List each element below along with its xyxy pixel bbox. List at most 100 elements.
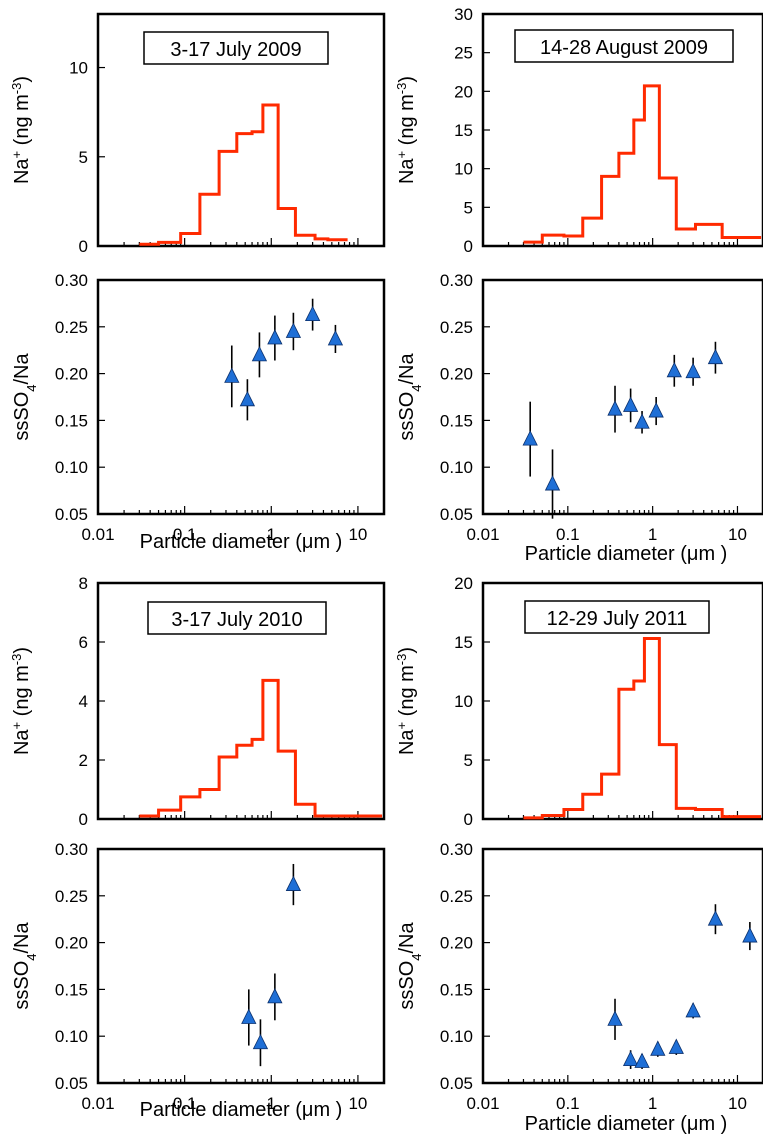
y-axis-label-part: + [9, 722, 24, 730]
y-tick-label: 15 [454, 121, 473, 140]
y-axis-label: ssSO4/Na [396, 352, 424, 440]
data-point-triangle [685, 1002, 701, 1018]
y-axis-label-part: 4 [409, 384, 424, 391]
y-tick-label: 0.05 [55, 505, 88, 524]
y-tick-label: 0.15 [55, 411, 88, 430]
y-axis-label-part: ) [396, 647, 418, 654]
y-axis-label-part: (ng m [396, 665, 418, 722]
data-point-triangle [285, 322, 302, 338]
y-axis-label: Na+ (ng m-3) [9, 76, 34, 184]
y-tick-label: 0.25 [440, 887, 473, 906]
y-tick-label: 5 [464, 751, 473, 770]
x-tick-label: 0.01 [466, 1094, 499, 1113]
y-tick-label: 0.05 [440, 505, 473, 524]
y-tick-label: 0.20 [55, 934, 88, 953]
y-tick-label: 0.30 [55, 271, 88, 290]
y-axis-label-part: -3 [394, 83, 409, 95]
size-distribution-step-line [523, 636, 762, 820]
y-axis-label-part: ) [396, 76, 418, 83]
y-tick-label: 0.05 [55, 1074, 88, 1093]
y-axis-label-part: (ng m [11, 94, 33, 151]
data-point-triangle [707, 348, 724, 365]
y-axis-label-part: Na [396, 729, 418, 755]
data-point-triangle [622, 1050, 639, 1066]
panel-5: 0 2 4 6 8 Na+ (ng m-3) 3-17 July 2010 [9, 574, 386, 829]
data-point-triangle [327, 330, 344, 346]
x-axis-label: Particle diameter (μm ) [525, 543, 728, 565]
y-axis-label: Na+ (ng m-3) [9, 647, 34, 755]
y-tick-label: 5 [464, 198, 473, 217]
y-tick-label: 0.15 [440, 411, 473, 430]
panel-4: 0.05 0.10 0.15 0.20 0.25 0.30 ssSO4/Na 0.01 0.1 1… [396, 271, 763, 565]
y-tick-label: 10 [454, 692, 473, 711]
y-tick-label: 0.20 [440, 934, 473, 953]
y-tick-label: 0 [79, 237, 88, 256]
x-tick-label: 0.01 [81, 525, 114, 544]
y-axis-label-part: Na [396, 158, 418, 184]
x-axis-label: Particle diameter (μm ) [140, 1099, 343, 1121]
y-axis-label: ssSO4/Na [11, 352, 39, 440]
panel-2: 0 5 10 15 20 25 30 Na+ (ng m-3) 14-28 August 200… [394, 5, 763, 256]
y-axis-label-part: (ng m [11, 665, 33, 722]
y-tick-label: 20 [454, 82, 473, 101]
x-tick-label: 0.01 [81, 1094, 114, 1113]
panel-title: 14-28 August 2009 [540, 37, 708, 59]
panel-title-box [147, 601, 327, 635]
y-axis-label-part: /Na [396, 921, 418, 953]
y-axis-label: ssSO4/Na [396, 921, 424, 1009]
x-axis-label: Particle diameter (μm ) [525, 1113, 728, 1135]
data-point-triangle [252, 1033, 269, 1050]
y-axis-label-part: ssSO [396, 961, 418, 1010]
y-tick-label: 0.15 [55, 980, 88, 999]
y-tick-label: 0.10 [55, 458, 88, 477]
y-tick-label: 10 [454, 160, 473, 179]
data-point-triangle [239, 390, 256, 407]
panel-title: 3-17 July 2009 [170, 39, 301, 61]
y-axis-label-part: 4 [24, 953, 39, 960]
y-axis-label-part: (ng m [396, 94, 418, 151]
x-tick-label: 0.01 [466, 525, 499, 544]
y-tick-label: 30 [454, 5, 473, 24]
y-tick-label: 0.10 [440, 1027, 473, 1046]
x-tick-label: 0.1 [173, 525, 197, 544]
y-tick-label: 0 [79, 810, 88, 829]
data-point-triangle [544, 475, 561, 491]
y-tick-label: 6 [79, 633, 88, 652]
y-tick-label: 0.25 [55, 887, 88, 906]
y-axis-label-part: /Na [396, 352, 418, 384]
y-axis-label: ssSO4/Na [11, 921, 39, 1009]
y-tick-label: 0 [464, 810, 473, 829]
plot-frame [481, 278, 763, 516]
y-axis-label-part: ssSO [11, 961, 33, 1010]
x-axis-label: Particle diameter (μm ) [140, 531, 343, 553]
y-axis-label-part: + [9, 151, 24, 159]
y-tick-label: 2 [79, 751, 88, 770]
y-axis-label-part: Na [11, 729, 33, 755]
plot-frame [96, 847, 386, 1085]
y-axis-label-part: -3 [9, 83, 24, 95]
data-point-triangle [285, 875, 302, 891]
y-tick-label: 0.20 [55, 365, 88, 384]
y-axis-label: Na+ (ng m-3) [394, 76, 419, 184]
y-tick-label: 0.05 [440, 1074, 473, 1093]
y-tick-label: 0 [464, 237, 473, 256]
size-distribution-step-line [139, 678, 383, 818]
y-tick-label: 15 [454, 633, 473, 652]
y-tick-label: 20 [454, 574, 473, 593]
data-point-triangle [267, 329, 283, 345]
panel-3: 0.05 0.10 0.15 0.20 0.25 0.30 ssSO4/Na 0.01 0.1 1… [11, 271, 386, 553]
data-point-triangle [267, 987, 283, 1004]
y-tick-label: 4 [79, 692, 88, 711]
data-point-triangle [742, 927, 758, 943]
data-point-triangle [685, 362, 701, 379]
plot-frame [481, 847, 763, 1085]
y-axis-label-part: 4 [409, 953, 424, 960]
y-tick-label: 0.20 [440, 365, 473, 384]
y-tick-label: 5 [79, 148, 88, 167]
x-tick-label: 0.1 [556, 1094, 580, 1113]
panel-6: 0 5 10 15 20 Na+ (ng m-3) 12-29 July 2011 [394, 574, 763, 829]
y-axis-label-part: 4 [24, 384, 39, 391]
y-tick-label: 0.25 [55, 318, 88, 337]
data-point-triangle [224, 367, 240, 383]
